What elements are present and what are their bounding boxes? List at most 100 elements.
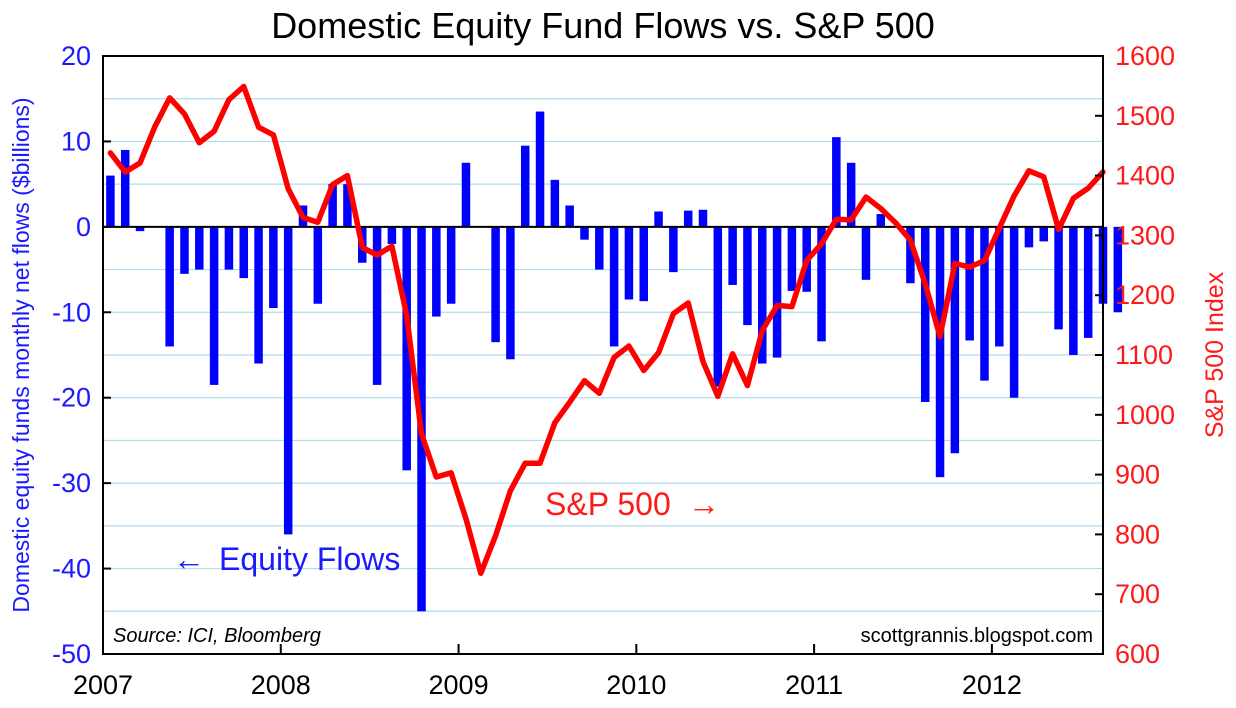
flow-bar [683, 210, 693, 227]
flow-bar [313, 226, 323, 304]
right-tick-label: 700 [1115, 579, 1160, 609]
equity-flows-arrow: ← [173, 541, 205, 577]
flow-bar [935, 226, 945, 478]
flow-bar [876, 214, 886, 227]
left-tick-label: -10 [52, 297, 91, 327]
flow-bar [120, 149, 130, 227]
x-tick-label: 2010 [606, 670, 666, 700]
flow-bar [239, 226, 248, 279]
x-tick-label: 2009 [429, 670, 489, 700]
flow-bar [195, 226, 204, 270]
right-tick-label: 1100 [1115, 340, 1173, 370]
left-tick-label: -40 [52, 554, 91, 584]
x-tick-label: 2012 [962, 670, 1022, 700]
flow-bar [846, 162, 856, 227]
flow-bar [224, 226, 234, 270]
flow-bar [254, 226, 263, 364]
right-tick-label: 1400 [1115, 161, 1175, 191]
flow-bar [343, 184, 352, 227]
flow-bar [639, 226, 648, 302]
flow-bar [461, 162, 471, 227]
equity-flows-label: Equity Flows [219, 541, 400, 577]
sp500-line [107, 83, 1106, 577]
flow-bar [491, 226, 500, 343]
flow-bar [328, 184, 337, 227]
flow-bar [283, 226, 293, 535]
flow-bar [387, 226, 397, 244]
flow-bar [817, 226, 826, 342]
flow-bar [609, 226, 619, 347]
flow-bar [861, 226, 871, 280]
flow-bar [446, 226, 456, 304]
flow-bar [698, 209, 708, 227]
right-tick-label: 600 [1115, 639, 1160, 669]
flow-bar [565, 205, 574, 227]
sp500-arrow: → [688, 486, 720, 522]
left-tick-label: 10 [61, 126, 91, 156]
flow-bar [1113, 226, 1123, 313]
equity-flows-annotation: ← Equity Flows [173, 541, 400, 577]
source-note: Source: ICI, Bloomberg [113, 625, 321, 647]
flow-bar [950, 226, 960, 454]
flow-bar [906, 226, 915, 284]
flow-bar [965, 226, 974, 341]
flow-bar [595, 226, 604, 270]
flow-bar [624, 226, 634, 300]
flow-bar [506, 226, 515, 360]
flow-bar [654, 211, 663, 227]
right-tick-label: 1500 [1115, 101, 1175, 131]
right-axis-label: S&P 500 Index [1201, 271, 1229, 438]
flow-bar [372, 226, 382, 385]
x-tick-label: 2011 [785, 670, 843, 700]
left-tick-label: -50 [52, 639, 91, 669]
flow-bar [1054, 226, 1063, 330]
flow-bar [209, 226, 219, 385]
x-axis-ticks: 2007 2008 2009 2010 2011 2012 [73, 644, 1022, 700]
flow-bar [772, 226, 782, 358]
chart-title: Domestic Equity Fund Flows vs. S&P 500 [271, 5, 935, 46]
sp500-annotation: S&P 500 → [545, 486, 720, 522]
flow-bar [180, 226, 189, 274]
flow-bar [520, 145, 530, 227]
right-tick-label: 1600 [1115, 41, 1175, 71]
flow-bar [743, 226, 752, 326]
left-tick-label: 20 [61, 41, 91, 71]
x-tick-label: 2008 [251, 670, 311, 700]
flow-bar [713, 226, 723, 387]
flow-bar [165, 226, 174, 347]
left-tick-label: -30 [52, 468, 91, 498]
right-tick-label: 1200 [1115, 280, 1175, 310]
flow-bar [669, 226, 678, 273]
left-axis-ticks: 20 10 0 -10 -20 -30 -40 -50 [52, 41, 111, 669]
right-tick-label: 1000 [1115, 400, 1175, 430]
flow-bar [432, 226, 441, 317]
flow-bar [758, 226, 767, 364]
flow-bar [787, 226, 797, 291]
flow-bar [402, 226, 411, 471]
flow-bar [995, 226, 1004, 347]
flow-bar [135, 226, 145, 232]
flow-bar [106, 175, 115, 227]
right-tick-label: 1300 [1115, 220, 1175, 250]
credit-note: scottgrannis.blogspot.com [861, 625, 1093, 647]
left-tick-label: -20 [52, 383, 91, 413]
flow-bar [1083, 226, 1093, 338]
right-tick-label: 900 [1115, 460, 1160, 490]
flow-bar [1009, 226, 1019, 398]
flow-bar [832, 137, 841, 227]
flow-bar [535, 111, 545, 227]
right-tick-label: 800 [1115, 519, 1160, 549]
x-tick-label: 2007 [73, 670, 133, 700]
flow-bar [980, 226, 989, 381]
flow-bar [580, 226, 589, 240]
left-axis-label: Domestic equity funds monthly net flows … [8, 97, 34, 612]
flow-bar [1069, 226, 1078, 355]
flow-bar [550, 179, 560, 227]
flow-bar [1024, 226, 1034, 248]
flow-bar [920, 226, 930, 402]
sp500-label: S&P 500 [545, 486, 671, 522]
flow-bar [728, 226, 737, 285]
flow-bar [269, 226, 278, 309]
right-axis-ticks: 1600 1500 1400 1300 1200 1100 1000 900 800 700 600 [1095, 41, 1175, 669]
